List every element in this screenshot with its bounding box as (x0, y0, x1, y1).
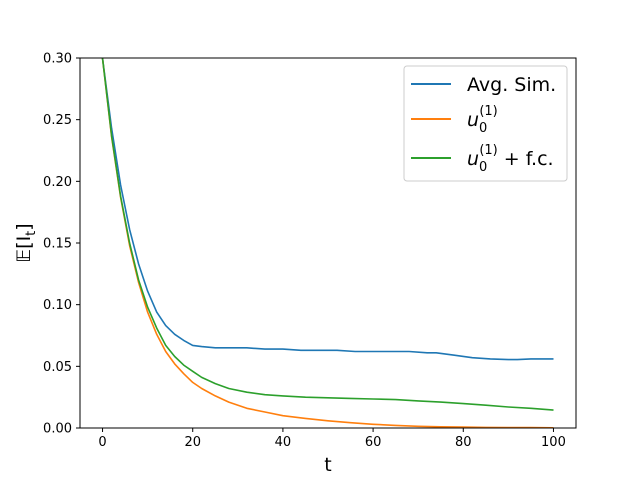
x-tick-label: 80 (455, 435, 472, 450)
legend-label-u0: u0(1) (467, 104, 498, 136)
y-tick-label: 0.30 (43, 52, 72, 67)
x-tick-label: 20 (184, 435, 201, 450)
series-line-2 (101, 58, 554, 411)
x-tick-label: 0 (98, 435, 106, 450)
y-axis-title-sub: t (24, 231, 39, 236)
x-axis-title: t (324, 454, 331, 476)
legend-label-avg-sim: Avg. Sim. (467, 74, 556, 96)
legend-label-u0-fc: u0(1) + f.c. (467, 143, 554, 175)
x-axis: 0 20 40 60 80 100 (98, 428, 566, 450)
plot-lines (101, 58, 554, 428)
y-tick-label: 0.05 (43, 360, 72, 375)
y-tick-label: 0.20 (43, 175, 72, 190)
svg-text:𝔼[It]: 𝔼[It] (13, 223, 39, 262)
legend-frame (403, 65, 568, 182)
y-axis-title-close: ] (13, 223, 35, 230)
series-line-0 (101, 58, 554, 361)
legend: Avg. Sim. u0(1) u0(1) + f.c. (403, 65, 568, 182)
y-tick-label: 0.15 (43, 237, 72, 252)
y-axis-title: 𝔼[It] (13, 223, 39, 262)
x-tick-label: 40 (275, 435, 292, 450)
y-tick-label: 0.00 (43, 422, 72, 437)
series-line-1 (101, 58, 554, 428)
y-tick-label: 0.10 (43, 298, 72, 313)
x-tick-label: 60 (365, 435, 382, 450)
x-tick-label: 100 (541, 435, 566, 450)
y-axis: 0.00 0.05 0.10 0.15 0.20 0.25 0.30 (43, 52, 80, 437)
y-tick-label: 0.25 (43, 113, 72, 128)
y-axis-title-main: 𝔼[I (13, 236, 35, 263)
